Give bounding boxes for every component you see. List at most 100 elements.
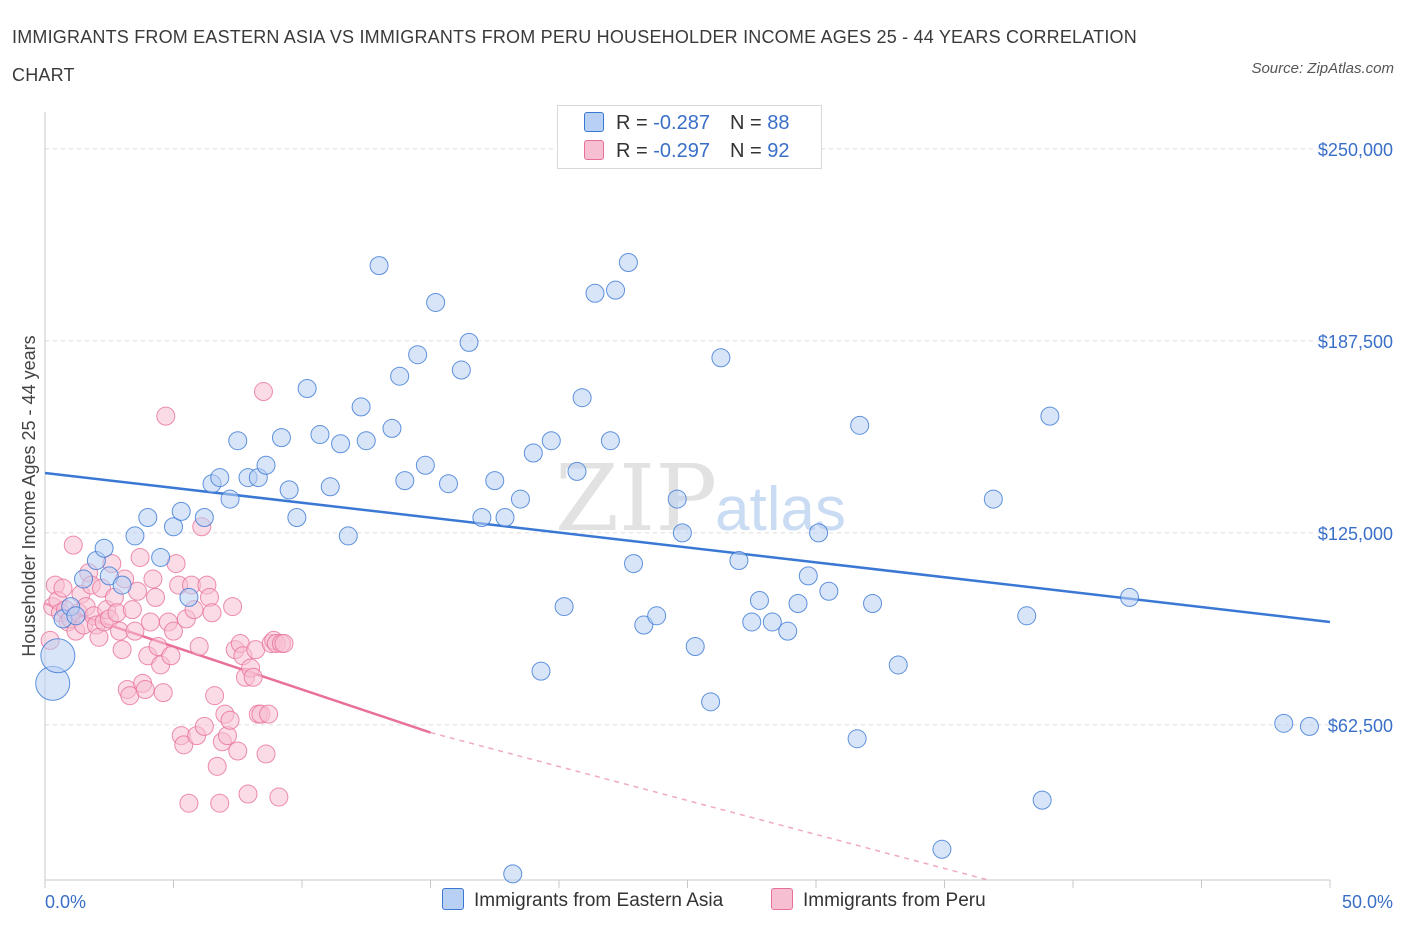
axis-labels: $62,500 $125,000 $187,500 $250,000 0.0% 50.0%…	[19, 140, 1393, 912]
point-eastern-asia	[395, 471, 415, 491]
point-eastern-asia	[647, 606, 667, 626]
legend-n-value: 88	[767, 112, 790, 134]
point-peru	[125, 621, 145, 641]
point-peru	[210, 793, 230, 813]
trend-line-peru-extension	[430, 731, 989, 881]
point-eastern-asia	[672, 523, 692, 543]
point-peru	[140, 612, 160, 632]
point-peru	[253, 382, 273, 402]
point-eastern-asia	[451, 360, 471, 380]
point-eastern-asia	[356, 431, 376, 451]
point-eastern-asia	[194, 508, 214, 528]
point-eastern-asia	[179, 587, 199, 607]
point-peru	[179, 793, 199, 813]
point-peru	[174, 735, 194, 755]
point-eastern-asia	[369, 256, 389, 276]
axes	[44, 112, 1331, 888]
y-tick-label: $187,500	[1318, 332, 1393, 352]
point-eastern-asia	[338, 526, 358, 546]
point-peru	[63, 535, 83, 555]
point-peru	[161, 646, 181, 666]
point-eastern-asia	[351, 397, 371, 417]
point-peru	[146, 587, 166, 607]
bottom-legend-swatch-pink	[771, 888, 793, 910]
chart-title: IMMIGRANTS FROM EASTERN ASIA VS IMMIGRAN…	[12, 27, 1137, 85]
bottom-legend-label: Immigrants from Eastern Asia	[474, 890, 724, 911]
point-eastern-asia	[778, 621, 798, 641]
point-peru	[205, 686, 225, 706]
point-eastern-asia	[279, 480, 299, 500]
point-peru	[148, 637, 168, 657]
stats-legend: R = -0.287 N = 88 R = -0.297 N = 92	[557, 105, 822, 169]
point-eastern-asia	[585, 283, 605, 303]
point-eastern-asia	[459, 332, 479, 352]
point-eastern-asia	[983, 489, 1003, 509]
point-peru	[112, 640, 132, 660]
point-eastern-asia	[711, 348, 731, 368]
point-eastern-asia	[1274, 713, 1294, 733]
point-peru	[228, 741, 248, 761]
point-eastern-asia	[606, 280, 626, 300]
point-eastern-asia	[1120, 587, 1140, 607]
point-eastern-asia	[634, 615, 654, 635]
data-points	[35, 253, 1319, 884]
y-tick-label: $125,000	[1318, 524, 1393, 544]
point-peru	[207, 756, 227, 776]
point-eastern-asia	[667, 489, 687, 509]
point-peru	[238, 784, 258, 804]
point-eastern-asia	[510, 489, 530, 509]
point-eastern-asia	[495, 508, 515, 528]
point-peru	[143, 569, 163, 589]
point-eastern-asia	[112, 575, 132, 595]
point-eastern-asia	[798, 566, 818, 586]
point-eastern-asia	[600, 431, 620, 451]
legend-swatch-blue	[584, 112, 604, 132]
point-eastern-asia	[171, 501, 191, 521]
x-tick-label: 50.0%	[1342, 892, 1393, 912]
point-eastern-asia	[138, 508, 158, 528]
point-eastern-asia	[390, 366, 410, 386]
point-peru	[194, 716, 214, 736]
point-eastern-asia	[310, 425, 330, 445]
point-eastern-asia	[567, 461, 587, 481]
point-eastern-asia	[819, 581, 839, 601]
point-peru	[135, 680, 155, 700]
point-eastern-asia	[1032, 790, 1052, 810]
source-label: Source: ZipAtlas.com	[1251, 60, 1394, 77]
point-peru	[153, 683, 173, 703]
point-peru	[259, 704, 279, 724]
point-eastern-asia	[426, 292, 446, 312]
point-eastern-asia	[228, 431, 248, 451]
point-eastern-asia	[74, 569, 94, 589]
point-eastern-asia	[1299, 716, 1319, 736]
point-eastern-asia	[164, 517, 183, 537]
point-eastern-asia	[888, 655, 908, 675]
point-eastern-asia	[531, 661, 551, 681]
point-eastern-asia	[932, 839, 952, 859]
point-eastern-asia	[297, 378, 317, 398]
y-axis-title: Householder Income Ages 25 - 44 years	[19, 335, 39, 656]
bottom-legend-peru: Immigrants from Peru	[771, 888, 986, 912]
point-eastern-asia	[572, 388, 592, 408]
point-eastern-asia	[554, 597, 574, 617]
point-eastern-asia	[408, 345, 428, 365]
point-eastern-asia	[151, 547, 171, 567]
point-eastern-asia	[729, 551, 749, 571]
point-peru	[156, 406, 176, 426]
point-peru	[269, 787, 289, 807]
point-eastern-asia	[271, 428, 291, 448]
point-eastern-asia	[685, 637, 705, 657]
point-eastern-asia	[809, 523, 829, 543]
point-eastern-asia	[624, 554, 644, 574]
point-eastern-asia	[863, 594, 883, 614]
y-tick-label: $250,000	[1318, 140, 1393, 160]
point-peru	[202, 603, 222, 623]
point-peru	[107, 603, 127, 623]
bottom-legend-eastern-asia: Immigrants from Eastern Asia	[442, 888, 723, 912]
legend-row-peru: R = -0.297 N = 92	[584, 140, 789, 166]
point-eastern-asia	[415, 455, 435, 475]
bottom-legend-swatch-blue	[442, 888, 464, 910]
point-eastern-asia	[788, 594, 808, 614]
point-peru	[220, 710, 240, 730]
point-peru	[164, 621, 183, 641]
